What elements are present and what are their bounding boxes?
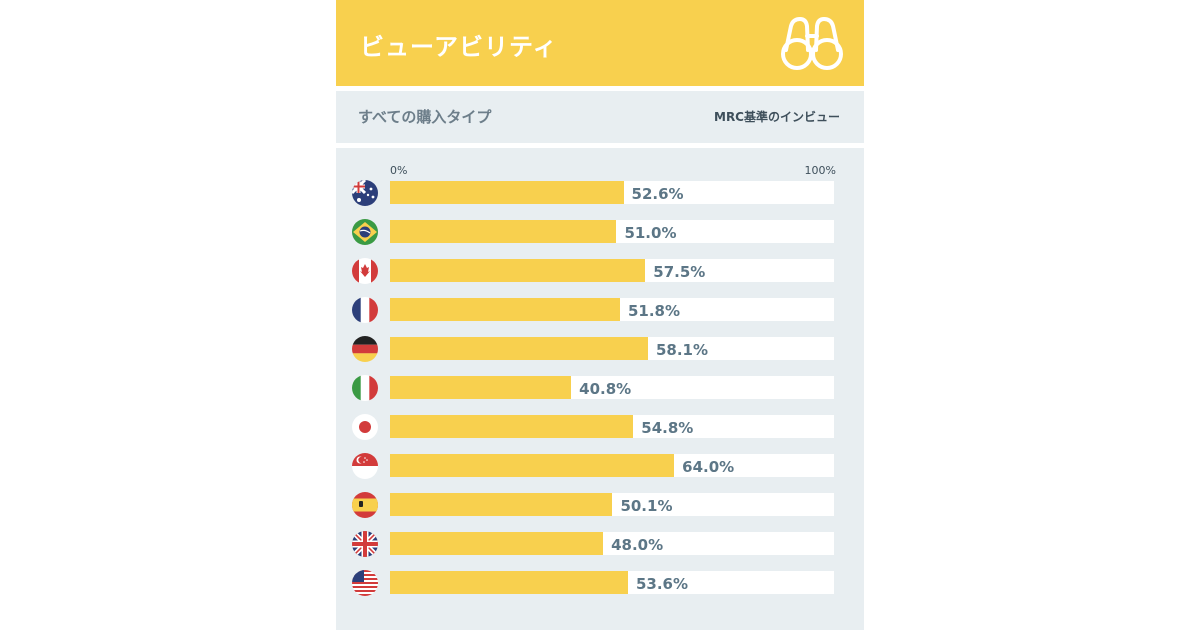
header-banner: ビューアビリティ xyxy=(336,0,864,86)
bar-track: 48.0% xyxy=(390,532,834,555)
value-label: 64.0% xyxy=(682,458,735,476)
bar xyxy=(390,220,617,243)
bar-track: 40.8% xyxy=(390,376,834,399)
france-flag-icon xyxy=(352,297,378,323)
germany-flag-icon xyxy=(352,336,378,362)
divider xyxy=(336,86,864,91)
canada-flag-icon xyxy=(352,258,378,284)
bar xyxy=(390,454,675,477)
australia-flag-icon xyxy=(352,180,378,206)
bar xyxy=(390,337,648,360)
brazil-flag-icon xyxy=(352,219,378,245)
viewability-card: ビューアビリティ すべての購入タイプ MRC基準のインビュー 0% 100% 5… xyxy=(336,0,864,630)
value-label: 50.1% xyxy=(620,497,673,515)
divider xyxy=(336,143,864,148)
bar-track: 64.0% xyxy=(390,454,834,477)
page-title: ビューアビリティ xyxy=(360,33,558,61)
bar-track: 50.1% xyxy=(390,493,834,516)
bar-track: 51.8% xyxy=(390,298,834,321)
bar xyxy=(390,376,572,399)
value-label: 54.8% xyxy=(641,419,694,437)
value-label: 58.1% xyxy=(655,341,708,359)
binoculars-icon xyxy=(781,17,843,70)
bar-row: 50.1% xyxy=(336,492,864,518)
japan-flag-icon xyxy=(352,414,378,440)
purchase-type-label: すべての購入タイプ xyxy=(358,108,492,126)
bar xyxy=(390,181,624,204)
bar xyxy=(390,259,646,282)
value-label: 51.0% xyxy=(624,224,677,242)
value-label: 52.6% xyxy=(631,185,684,203)
bar xyxy=(390,298,620,321)
value-label: 57.5% xyxy=(653,263,706,281)
bar-chart: 0% 100% 52.6% 51.0% 57.5% 51.8% 58.1% 40.8% 54… xyxy=(336,150,864,630)
bar-row: 48.0% xyxy=(336,531,864,557)
bar-track: 53.6% xyxy=(390,571,834,594)
bar xyxy=(390,493,613,516)
bar xyxy=(390,532,604,555)
value-label: 40.8% xyxy=(579,380,632,398)
x-tick-label-0: 0% xyxy=(390,164,408,177)
bar-row: 53.6% xyxy=(336,570,864,596)
metric-label: MRC基準のインビュー xyxy=(714,110,840,124)
value-label: 48.0% xyxy=(611,536,664,554)
bar xyxy=(390,571,628,594)
bar-row: 54.8% xyxy=(336,414,864,440)
singapore-flag-icon xyxy=(352,453,378,479)
bar-track: 51.0% xyxy=(390,220,834,243)
usa-flag-icon xyxy=(352,570,378,596)
uk-flag-icon xyxy=(352,531,378,557)
bar-track: 58.1% xyxy=(390,337,834,360)
bar-row: 51.0% xyxy=(336,219,864,245)
value-label: 53.6% xyxy=(635,575,689,593)
bar-row: 40.8% xyxy=(336,375,864,401)
bar-row: 51.8% xyxy=(336,297,864,323)
value-label: 51.8% xyxy=(627,302,681,320)
bar-row: 52.6% xyxy=(336,180,864,206)
bar-track: 52.6% xyxy=(390,181,834,204)
bar-row: 64.0% xyxy=(336,453,864,479)
bar-row: 58.1% xyxy=(336,336,864,362)
bar xyxy=(390,415,634,438)
bar-row: 57.5% xyxy=(336,258,864,284)
spain-flag-icon xyxy=(352,492,378,518)
bar-track: 57.5% xyxy=(390,259,834,282)
bar-track: 54.8% xyxy=(390,415,834,438)
italy-flag-icon xyxy=(352,375,378,401)
x-tick-label-100: 100% xyxy=(804,164,836,177)
